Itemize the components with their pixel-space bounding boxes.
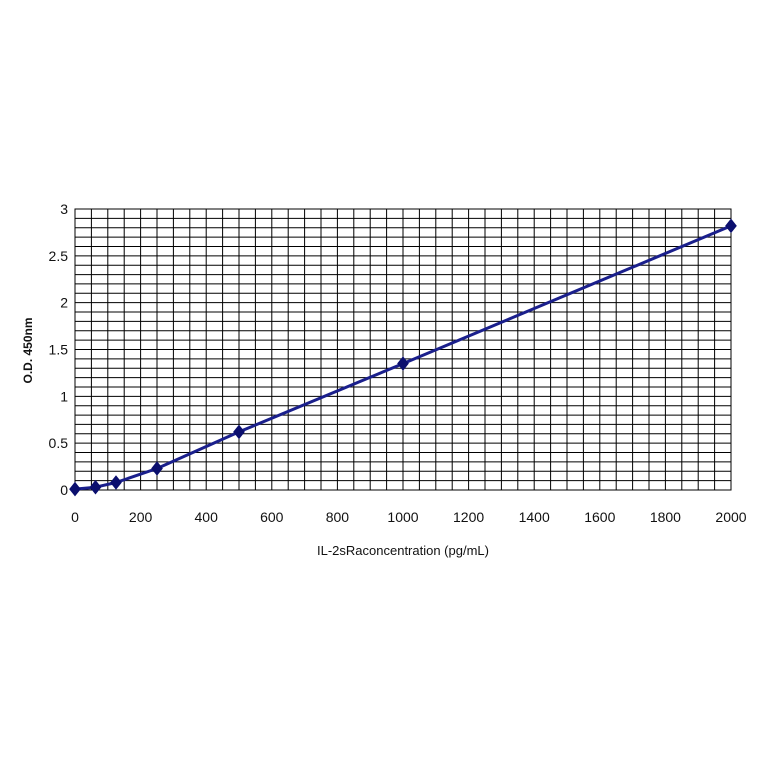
y-tick-label: 1.5 <box>49 342 69 358</box>
data-point <box>725 218 737 234</box>
y-tick-label: 3 <box>60 201 68 217</box>
x-axis-title: IL-2sRaconcentration (pg/mL) <box>317 543 489 558</box>
data-point <box>397 356 409 371</box>
data-point <box>89 479 102 495</box>
plot-area-frame <box>74 208 732 491</box>
y-tick-label: 0 <box>60 482 68 498</box>
x-tick-label: 1000 <box>387 509 418 525</box>
data-point <box>233 424 245 440</box>
grid <box>75 209 731 490</box>
x-tick-label: 1200 <box>453 509 484 525</box>
x-tick-label: 600 <box>260 509 284 525</box>
data-point <box>110 475 122 490</box>
x-tick-label: 2000 <box>715 509 746 525</box>
x-tick-label: 400 <box>195 509 219 525</box>
x-tick-label: 1800 <box>650 509 681 525</box>
y-axis-tick-labels: 0 0.5 1 1.5 2 2.5 3 <box>49 201 69 498</box>
y-tick-label: 0.5 <box>49 435 69 451</box>
x-tick-label: 1400 <box>519 509 550 525</box>
y-axis-title: O.D. 450nm <box>21 317 35 383</box>
y-tick-label: 1 <box>60 388 68 404</box>
x-tick-label: 800 <box>326 509 350 525</box>
x-tick-label: 200 <box>129 509 153 525</box>
x-tick-label: 0 <box>71 509 79 525</box>
y-tick-label: 2 <box>60 295 68 311</box>
y-tick-label: 2.5 <box>49 248 69 264</box>
data-point-markers <box>69 218 737 497</box>
x-tick-label: 1600 <box>584 509 615 525</box>
x-axis-tick-labels: 0 200 400 600 800 1000 1200 1400 1600 1800 2000 <box>71 509 747 525</box>
data-point <box>151 461 163 476</box>
data-point <box>69 481 81 497</box>
